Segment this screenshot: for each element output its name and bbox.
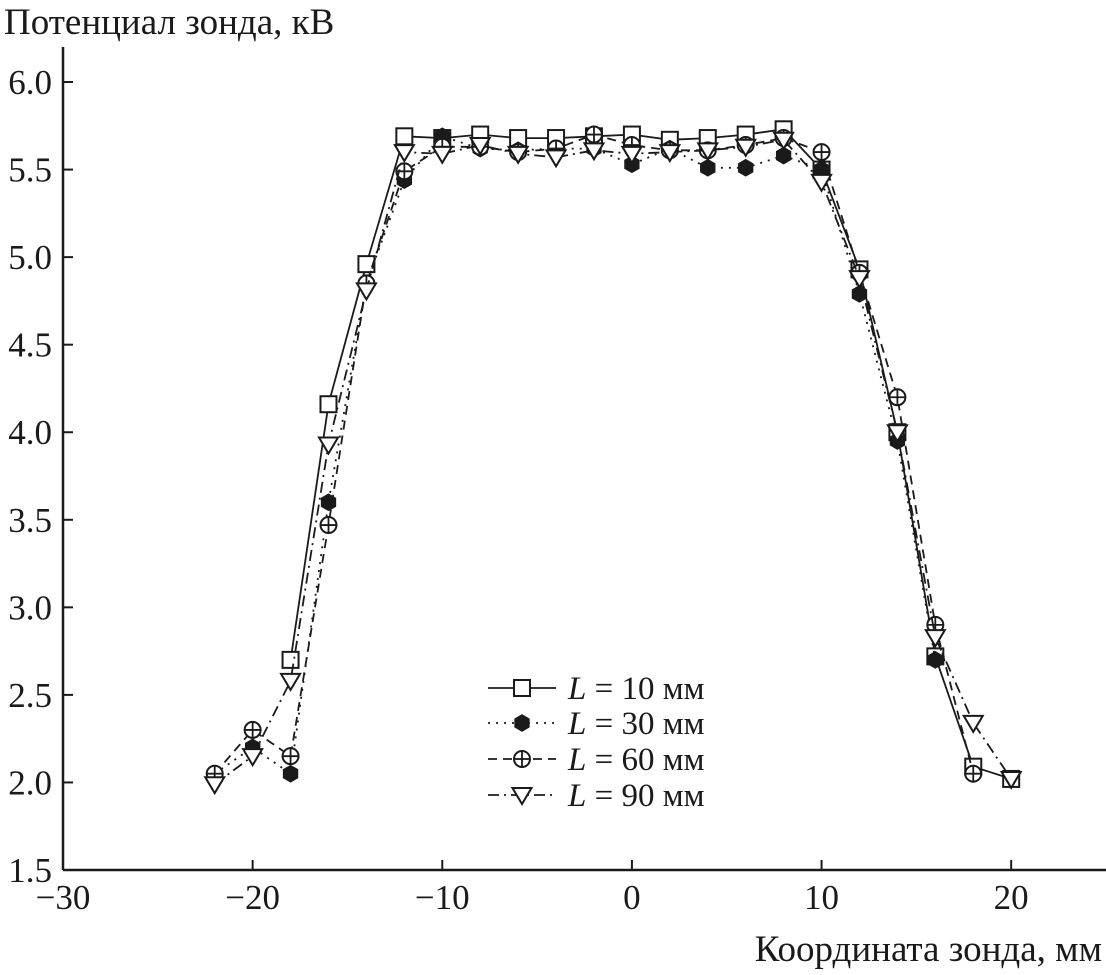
data-point	[658, 144, 682, 164]
data-point	[282, 764, 299, 783]
data-point	[355, 282, 378, 302]
x-tick-label: 0	[623, 878, 641, 917]
data-point	[734, 138, 757, 158]
data-point	[281, 650, 300, 669]
y-tick-label: 4.0	[8, 413, 52, 452]
data-point	[700, 158, 716, 177]
data-point	[584, 125, 603, 144]
data-point	[393, 144, 416, 164]
data-point	[886, 424, 909, 444]
data-point	[203, 776, 226, 796]
x-tick-label: 10	[804, 878, 839, 917]
y-tick-label: 3.5	[8, 501, 52, 540]
data-point	[848, 270, 871, 290]
data-point	[544, 149, 568, 169]
x-tick-label: −30	[36, 878, 91, 917]
data-point	[241, 748, 264, 768]
y-tick-label: 1.5	[8, 851, 52, 890]
y-tick-label: 2.5	[8, 676, 52, 715]
x-tick-label: 20	[994, 878, 1029, 917]
y-tick-label: 5.0	[8, 238, 52, 277]
y-tick-label: 3.0	[8, 588, 52, 627]
data-point	[319, 516, 338, 535]
legend-label: L = 90 мм	[567, 778, 705, 814]
data-point	[810, 173, 833, 193]
data-point	[738, 158, 754, 177]
legend-label: L = 30 мм	[567, 706, 705, 742]
data-point	[395, 162, 414, 181]
legend: L = 10 ммL = 30 ммL = 60 ммL = 90 мм	[488, 671, 705, 814]
data-point	[582, 142, 606, 162]
y-tick-label: 4.5	[8, 326, 52, 365]
legend-entry-2: L = 30 мм	[488, 706, 705, 742]
data-point	[431, 145, 454, 165]
x-tick-label: −10	[415, 878, 470, 917]
series-4	[203, 131, 1023, 796]
tick-labels: −30 −20 −10 0 10 20 1.5 2.0 2.5 3.0 3.5 4.0 4.5 5.0 5.…	[8, 63, 1028, 917]
legend-marker	[513, 679, 531, 697]
data-point	[927, 651, 944, 669]
data-point	[812, 143, 831, 162]
data-point	[775, 146, 792, 165]
data-point	[961, 714, 985, 734]
y-tick-label: 5.5	[8, 151, 52, 190]
x-tick-label: −20	[225, 878, 280, 917]
x-axis-title: Координата зонда, мм	[755, 929, 1102, 970]
y-tick-label: 6.0	[8, 63, 52, 102]
data-point	[395, 127, 414, 146]
data-point	[999, 770, 1023, 790]
legend-entry-1: L = 10 мм	[488, 671, 705, 707]
data-point	[620, 145, 644, 165]
data-point	[281, 747, 300, 766]
data-point	[924, 629, 947, 649]
data-point	[696, 142, 720, 162]
data-point	[964, 764, 983, 783]
legend-marker	[513, 750, 531, 768]
legend-entry-4: L = 90 мм	[488, 778, 705, 814]
data-point	[772, 131, 795, 151]
legend-label: L = 10 мм	[567, 671, 705, 707]
series-layer	[203, 120, 1023, 796]
legend-entry-3: L = 60 мм	[488, 742, 705, 778]
y-axis-title: Потенциал зонда, кВ	[4, 2, 334, 43]
series-line	[214, 138, 1012, 785]
data-point	[468, 137, 492, 157]
data-point	[279, 672, 302, 692]
legend-marker	[510, 787, 534, 806]
y-tick-label: 2.0	[8, 763, 52, 802]
legend-label: L = 60 мм	[567, 742, 705, 778]
data-point	[243, 720, 262, 739]
axes	[61, 47, 1106, 872]
data-point	[317, 436, 340, 456]
legend-marker	[514, 714, 530, 732]
data-point	[319, 395, 338, 414]
data-point	[506, 145, 530, 165]
data-point	[888, 388, 907, 407]
